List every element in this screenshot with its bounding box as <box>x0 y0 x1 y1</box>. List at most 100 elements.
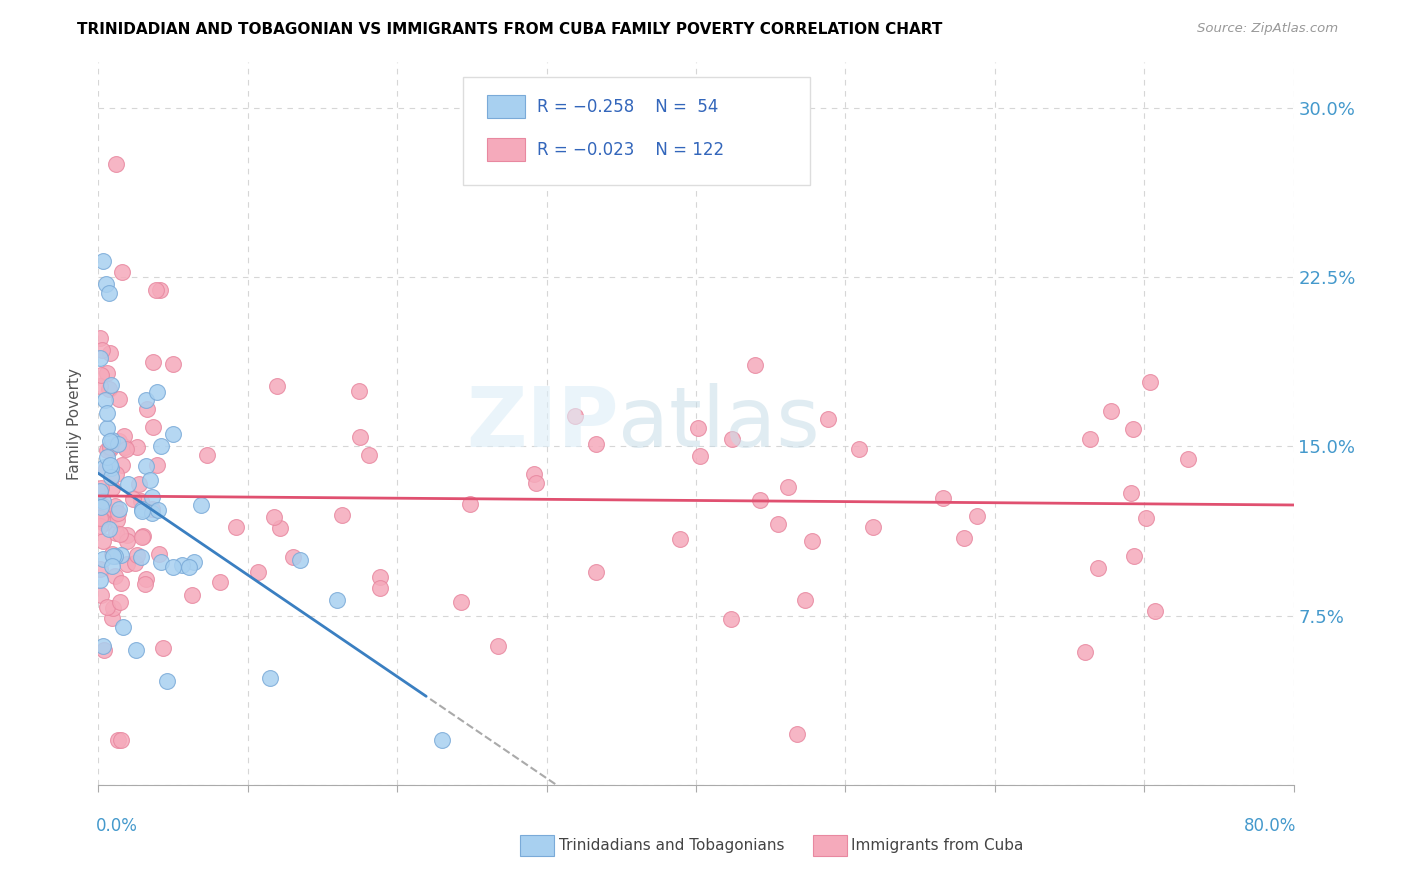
Point <box>96 450 118 464</box>
Point <box>564 409 586 423</box>
Text: Immigrants from Cuba: Immigrants from Cuba <box>852 838 1024 853</box>
Text: R = −0.023    N = 122: R = −0.023 N = 122 <box>537 141 724 159</box>
Point <box>1135 511 1157 525</box>
Point <box>145 384 167 399</box>
Point <box>136 402 159 417</box>
Point <box>156 673 179 688</box>
Point <box>112 620 135 634</box>
Point <box>848 442 870 456</box>
Point <box>932 491 955 505</box>
Point <box>89 331 111 345</box>
Point <box>125 548 148 562</box>
Point <box>330 508 353 522</box>
Point <box>89 588 111 602</box>
Point <box>585 566 607 580</box>
Point <box>131 502 153 516</box>
Point <box>110 527 132 541</box>
Point <box>172 558 194 572</box>
Point <box>669 533 692 547</box>
Point <box>266 379 288 393</box>
Point <box>90 513 112 527</box>
Point <box>110 575 132 590</box>
Point <box>347 384 370 399</box>
Point <box>1099 403 1122 417</box>
Point <box>98 345 121 359</box>
Point <box>93 516 115 530</box>
Point <box>90 481 112 495</box>
FancyBboxPatch shape <box>520 835 554 856</box>
Point <box>142 355 165 369</box>
Point <box>104 525 127 540</box>
Point <box>104 507 127 521</box>
Point <box>90 368 112 383</box>
Point <box>100 461 122 475</box>
Point <box>103 569 125 583</box>
Point <box>107 437 129 451</box>
Point <box>90 500 112 515</box>
Point <box>125 440 148 454</box>
Point <box>89 562 111 576</box>
Point <box>93 643 115 657</box>
Point <box>142 420 165 434</box>
Text: 80.0%: 80.0% <box>1243 817 1296 836</box>
Point <box>89 510 111 524</box>
Point <box>721 432 744 446</box>
Point <box>766 516 789 531</box>
Point <box>139 473 162 487</box>
Point <box>91 640 114 654</box>
Point <box>98 382 121 396</box>
Point <box>89 351 111 365</box>
Point <box>117 558 139 572</box>
Point <box>124 556 146 570</box>
Point <box>1122 549 1144 564</box>
Point <box>91 254 114 268</box>
Point <box>91 551 114 566</box>
Point <box>148 547 170 561</box>
Point <box>89 573 111 587</box>
Point <box>146 458 169 472</box>
Point <box>100 442 122 456</box>
Text: Source: ZipAtlas.com: Source: ZipAtlas.com <box>1198 22 1339 36</box>
Point <box>98 458 121 473</box>
Point <box>162 426 184 441</box>
Point <box>149 283 172 297</box>
Point <box>107 732 129 747</box>
Point <box>141 490 163 504</box>
Point <box>100 470 122 484</box>
Point <box>91 494 114 508</box>
Point <box>288 553 311 567</box>
Point <box>326 593 349 607</box>
Point <box>131 494 153 508</box>
Point <box>96 421 118 435</box>
Point <box>430 732 453 747</box>
Point <box>1122 422 1144 436</box>
Point <box>131 503 153 517</box>
Point <box>524 475 547 490</box>
Point <box>259 671 281 685</box>
Point <box>135 458 157 473</box>
Point <box>122 492 145 507</box>
Point <box>135 572 157 586</box>
Point <box>162 358 184 372</box>
Text: ZIP: ZIP <box>465 384 619 464</box>
Point <box>150 439 173 453</box>
Point <box>107 502 129 516</box>
Y-axis label: Family Poverty: Family Poverty <box>67 368 83 480</box>
Point <box>98 441 121 455</box>
Point <box>131 549 153 564</box>
Point <box>450 594 472 608</box>
Text: Trinidadians and Tobagonians: Trinidadians and Tobagonians <box>558 838 785 853</box>
Point <box>91 500 114 514</box>
Point <box>105 513 128 527</box>
Point <box>101 433 124 447</box>
Point <box>93 392 115 407</box>
Point <box>115 533 138 548</box>
Point <box>141 506 163 520</box>
Text: 0.0%: 0.0% <box>96 817 138 836</box>
Point <box>89 483 111 498</box>
Point <box>177 559 200 574</box>
Point <box>359 448 381 462</box>
Point <box>486 639 509 653</box>
Point <box>117 477 139 491</box>
Point <box>104 500 127 514</box>
